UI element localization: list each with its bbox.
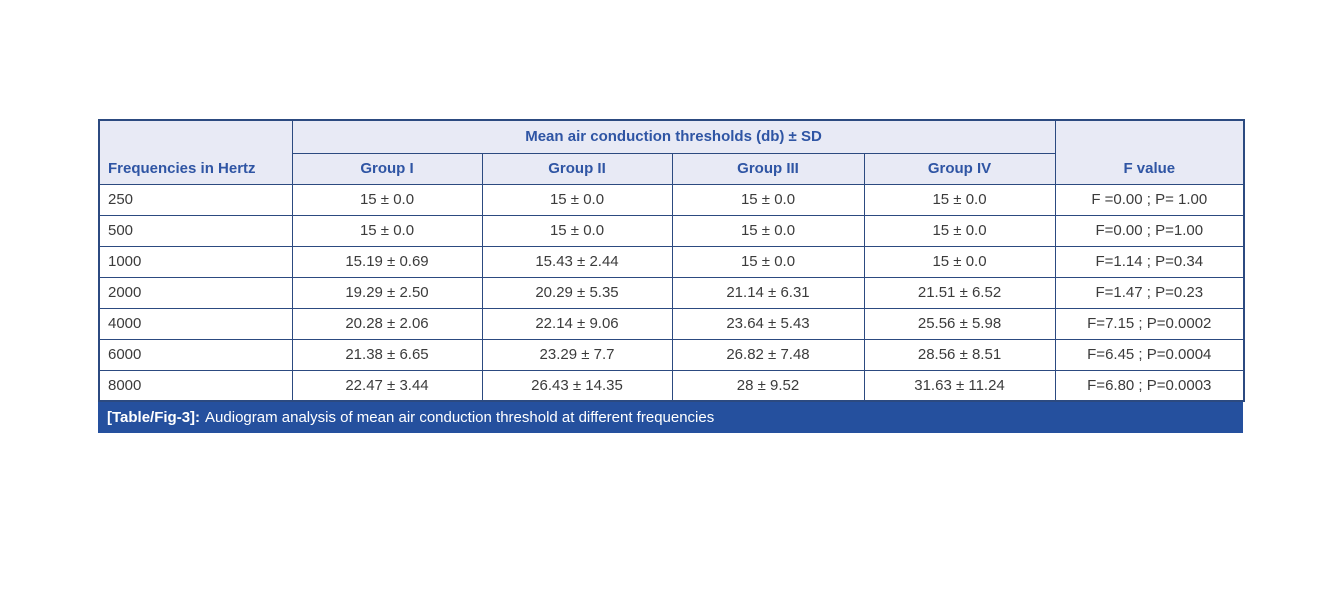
column-header-group-1: Group I	[291, 152, 483, 185]
f-value-cell: F=6.45 ; P=0.0004	[1054, 338, 1245, 371]
f-value-cell: F=1.47 ; P=0.23	[1054, 276, 1245, 309]
f-value-cell: F=1.14 ; P=0.34	[1054, 245, 1245, 278]
frequency-cell: 1000	[98, 245, 293, 278]
group3-cell: 23.64 ± 5.43	[671, 307, 865, 340]
group1-cell: 21.38 ± 6.65	[291, 338, 483, 371]
spanning-header-mean-thresholds: Mean air conduction thresholds (db) ± SD	[291, 119, 1056, 154]
group2-cell: 26.43 ± 14.35	[481, 369, 673, 402]
column-header-frequencies: Frequencies in Hertz	[98, 119, 293, 185]
table-row: 250 15 ± 0.0 15 ± 0.0 15 ± 0.0 15 ± 0.0 …	[98, 183, 1245, 216]
group2-cell: 15.43 ± 2.44	[481, 245, 673, 278]
column-header-group-2: Group II	[481, 152, 673, 185]
group3-cell: 26.82 ± 7.48	[671, 338, 865, 371]
table-figure: Frequencies in Hertz Mean air conduction…	[98, 119, 1246, 433]
group3-cell: 15 ± 0.0	[671, 183, 865, 216]
group1-cell: 15 ± 0.0	[291, 183, 483, 216]
group4-cell: 15 ± 0.0	[863, 214, 1056, 247]
column-header-group-3: Group III	[671, 152, 865, 185]
group4-cell: 21.51 ± 6.52	[863, 276, 1056, 309]
frequency-cell: 500	[98, 214, 293, 247]
table-row: 8000 22.47 ± 3.44 26.43 ± 14.35 28 ± 9.5…	[98, 369, 1245, 402]
table-row: 4000 20.28 ± 2.06 22.14 ± 9.06 23.64 ± 5…	[98, 307, 1245, 340]
group4-cell: 28.56 ± 8.51	[863, 338, 1056, 371]
column-header-group-4: Group IV	[863, 152, 1056, 185]
table-row: 2000 19.29 ± 2.50 20.29 ± 5.35 21.14 ± 6…	[98, 276, 1245, 309]
group4-cell: 15 ± 0.0	[863, 245, 1056, 278]
group2-cell: 15 ± 0.0	[481, 183, 673, 216]
frequency-cell: 8000	[98, 369, 293, 402]
table-row: 1000 15.19 ± 0.69 15.43 ± 2.44 15 ± 0.0 …	[98, 245, 1245, 278]
group3-cell: 28 ± 9.52	[671, 369, 865, 402]
group2-cell: 22.14 ± 9.06	[481, 307, 673, 340]
group3-cell: 15 ± 0.0	[671, 245, 865, 278]
frequency-cell: 4000	[98, 307, 293, 340]
f-value-cell: F=7.15 ; P=0.0002	[1054, 307, 1245, 340]
group2-cell: 15 ± 0.0	[481, 214, 673, 247]
group1-cell: 15 ± 0.0	[291, 214, 483, 247]
group1-cell: 20.28 ± 2.06	[291, 307, 483, 340]
column-header-f-value: F value	[1054, 119, 1245, 185]
table-caption: [Table/Fig-3]: Audiogram analysis of mean…	[98, 402, 1243, 433]
group2-cell: 23.29 ± 7.7	[481, 338, 673, 371]
frequency-cell: 6000	[98, 338, 293, 371]
audiogram-table: Frequencies in Hertz Mean air conduction…	[98, 119, 1246, 402]
f-value-cell: F=0.00 ; P=1.00	[1054, 214, 1245, 247]
group4-cell: 25.56 ± 5.98	[863, 307, 1056, 340]
caption-text: Audiogram analysis of mean air conductio…	[205, 409, 715, 426]
table-row: 6000 21.38 ± 6.65 23.29 ± 7.7 26.82 ± 7.…	[98, 338, 1245, 371]
f-value-cell: F=6.80 ; P=0.0003	[1054, 369, 1245, 402]
f-value-cell: F =0.00 ; P= 1.00	[1054, 183, 1245, 216]
group1-cell: 19.29 ± 2.50	[291, 276, 483, 309]
group3-cell: 21.14 ± 6.31	[671, 276, 865, 309]
group3-cell: 15 ± 0.0	[671, 214, 865, 247]
group1-cell: 15.19 ± 0.69	[291, 245, 483, 278]
group4-cell: 15 ± 0.0	[863, 183, 1056, 216]
frequency-cell: 2000	[98, 276, 293, 309]
group4-cell: 31.63 ± 11.24	[863, 369, 1056, 402]
group1-cell: 22.47 ± 3.44	[291, 369, 483, 402]
frequency-cell: 250	[98, 183, 293, 216]
table-row: 500 15 ± 0.0 15 ± 0.0 15 ± 0.0 15 ± 0.0 …	[98, 214, 1245, 247]
caption-label: [Table/Fig-3]:	[107, 409, 201, 426]
group2-cell: 20.29 ± 5.35	[481, 276, 673, 309]
